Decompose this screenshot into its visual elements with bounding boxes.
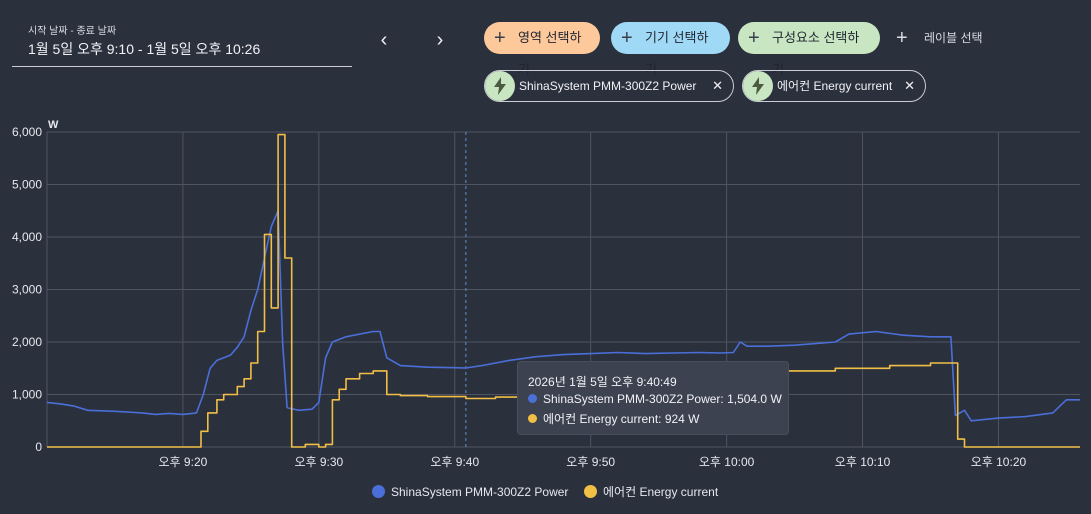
x-tick-label: 오후 9:20 [159, 455, 208, 469]
legend-swatch [372, 485, 385, 498]
tooltip-title: 2026년 1월 5일 오후 9:40:49 [528, 375, 677, 389]
choose-device-button[interactable]: + 기기 선택하기 [611, 22, 730, 77]
next-range-button[interactable]: › [428, 29, 452, 53]
x-tick-label: 오후 9:40 [430, 455, 479, 469]
x-tick-label: 오후 10:00 [699, 455, 755, 469]
tooltip-row: 에어컨 Energy current: 924 W [528, 410, 700, 427]
series-line-0 [46, 210, 1080, 422]
y-axis-label: W [48, 119, 59, 131]
x-tick-label: 오후 10:20 [971, 455, 1027, 469]
lightning-bolt-icon [743, 71, 773, 101]
plus-icon: + [896, 27, 908, 49]
date-range-picker[interactable]: 시작 날짜 - 종료 날짜 1월 5일 오후 9:10 - 1월 5일 오후 1… [12, 14, 352, 67]
tooltip-row-text: 에어컨 Energy current: 924 W [543, 412, 700, 426]
tooltip-swatch [528, 394, 537, 403]
y-tick-label: 4,000 [12, 230, 42, 244]
chart-tooltip: 2026년 1월 5일 오후 9:40:49 ShinaSystem PMM-3… [517, 361, 789, 435]
plus-icon: + [748, 27, 760, 49]
x-tick-label: 오후 10:10 [835, 455, 891, 469]
selected-entity-chip[interactable]: 에어컨 Energy current ✕ [742, 70, 926, 102]
legend-item-power[interactable]: ShinaSystem PMM-300Z2 Power [372, 484, 568, 500]
legend-swatch [584, 485, 597, 498]
tooltip-row: ShinaSystem PMM-300Z2 Power: 1,504.0 W [528, 392, 782, 406]
y-tick-label: 0 [35, 440, 42, 454]
remove-chip-icon[interactable]: ✕ [904, 78, 915, 93]
plus-icon: + [494, 27, 506, 49]
tooltip-swatch [528, 414, 537, 423]
date-range-caption: 시작 날짜 - 종료 날짜 [28, 26, 117, 37]
plus-icon: + [621, 27, 633, 49]
y-tick-label: 2,000 [12, 335, 42, 349]
selected-entity-label: 에어컨 Energy current [777, 79, 893, 93]
x-tick-label: 오후 9:30 [294, 455, 343, 469]
choose-area-button[interactable]: + 영역 선택하기 [484, 22, 600, 77]
legend-label: ShinaSystem PMM-300Z2 Power [391, 485, 569, 499]
tooltip-row-text: ShinaSystem PMM-300Z2 Power: 1,504.0 W [543, 392, 782, 406]
y-tick-label: 5,000 [12, 178, 42, 192]
choose-area-label: 영역 선택하기 [518, 30, 582, 77]
chevron-right-icon: › [436, 29, 444, 51]
previous-range-button[interactable]: ‹ [372, 29, 396, 53]
y-tick-label: 3,000 [12, 283, 42, 297]
selected-entity-label: ShinaSystem PMM-300Z2 Power [519, 79, 697, 93]
x-tick-label: 오후 9:50 [566, 455, 615, 469]
choose-entity-button[interactable]: + 구성요소 선택하기 [738, 22, 880, 77]
legend-label: 에어컨 Energy current [603, 485, 719, 499]
lightning-bolt-icon [485, 71, 515, 101]
choose-label-label: 레이블 선택 [924, 31, 983, 45]
chevron-left-icon: ‹ [380, 29, 388, 51]
y-tick-label: 6,000 [12, 125, 42, 139]
history-chart[interactable]: 0 1,000 2,000 3,000 4,000 5,000 6,000 W 오후 9:20 오… [0, 112, 1091, 478]
remove-chip-icon[interactable]: ✕ [712, 78, 723, 93]
choose-label-button[interactable]: + 레이블 선택 [890, 22, 1000, 54]
y-tick-label: 1,000 [12, 388, 42, 402]
choose-entity-label: 구성요소 선택하기 [772, 30, 860, 77]
legend-item-energy[interactable]: 에어컨 Energy current [584, 484, 718, 500]
choose-device-label: 기기 선택하기 [645, 30, 709, 77]
selected-entity-chip[interactable]: ShinaSystem PMM-300Z2 Power ✕ [484, 70, 734, 102]
date-range-value[interactable]: 1월 5일 오후 9:10 - 1월 5일 오후 10:26 [28, 41, 261, 57]
